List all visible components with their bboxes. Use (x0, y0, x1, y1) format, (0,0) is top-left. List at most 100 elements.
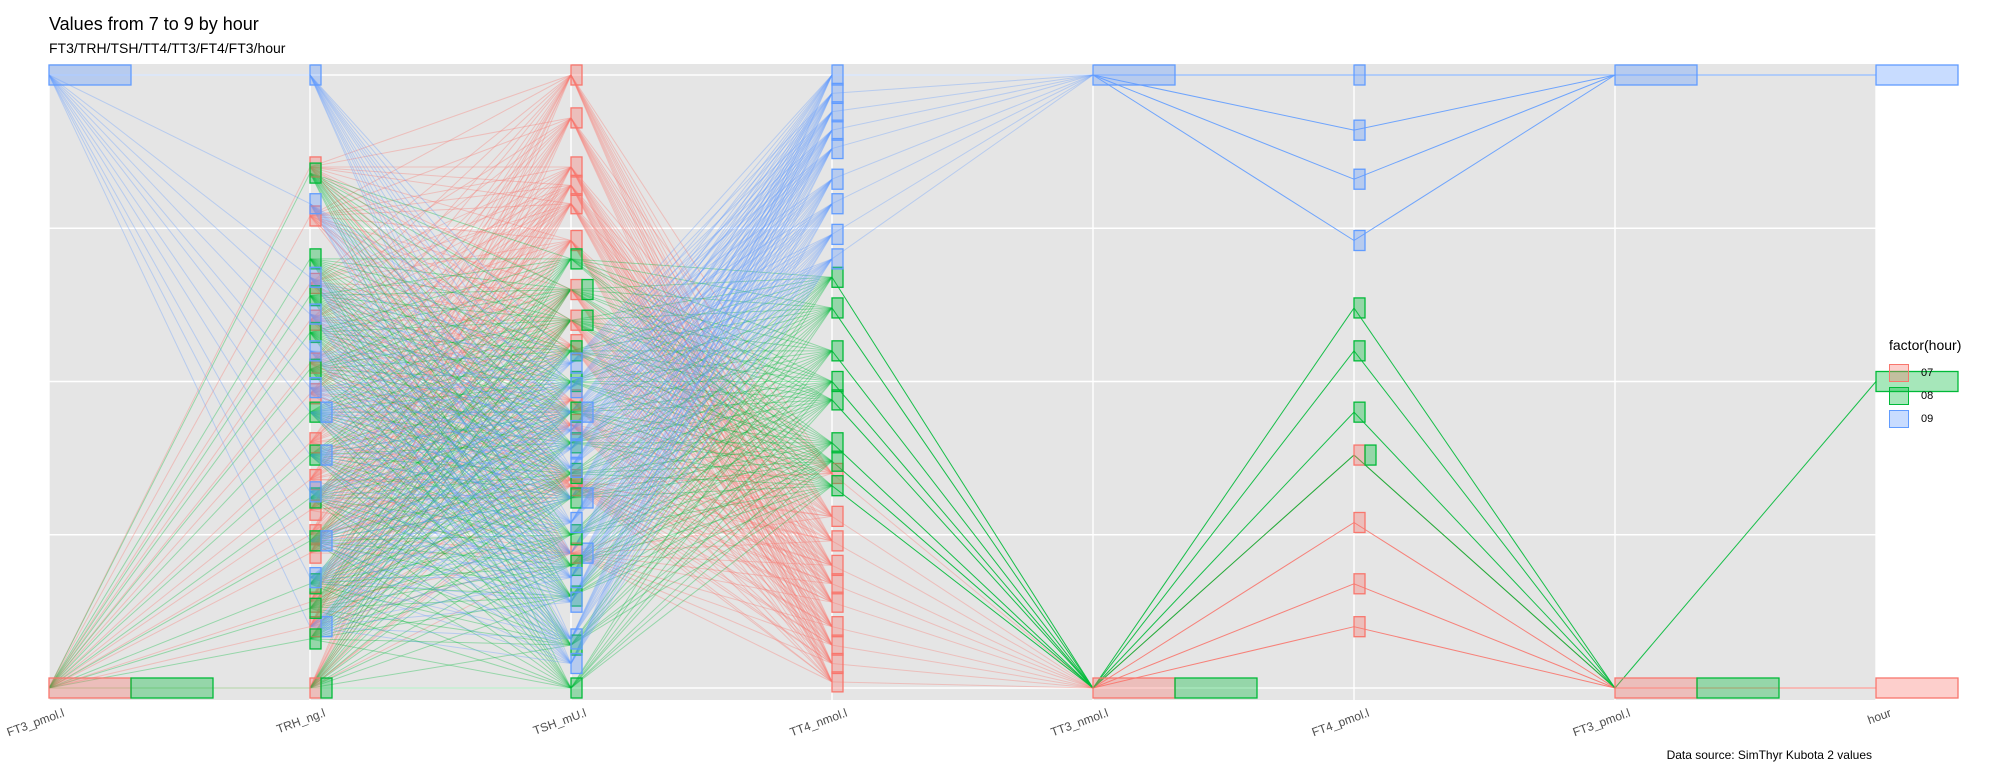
line-08-2-10-0 (570, 276, 833, 566)
line-09-1-6-1 (309, 387, 572, 413)
line-09-0-0-5 (48, 74, 311, 388)
line-07-2-0-6 (570, 74, 833, 627)
line-08-1-4-10 (309, 368, 572, 566)
line-09-1-2-6 (309, 276, 572, 499)
hist-box-3-2-07 (831, 530, 844, 552)
line-08-5-2-0 (1353, 411, 1616, 689)
hist-box-3-3-07 (831, 554, 844, 577)
line-08-2-8-4 (570, 399, 833, 499)
line-09-2-10-0 (570, 74, 833, 603)
line-07-2-12-7 (570, 485, 833, 646)
line-07-2-3-8 (570, 185, 833, 664)
line-07-3-6-0 (831, 626, 1094, 689)
line-07-1-7-2 (309, 166, 572, 480)
line-07-1-9-4 (309, 203, 572, 536)
line-07-2-10-1 (570, 423, 833, 517)
line-09-2-2-8 (570, 258, 833, 413)
hist-box-1-17-08 (309, 321, 322, 344)
line-09-2-1-7 (570, 233, 833, 389)
line-07-2-5-3 (570, 240, 833, 566)
line-09-0-0-7 (48, 74, 311, 456)
line-08-1-3-3 (309, 331, 572, 352)
line-09-1-4-2 (309, 350, 572, 413)
line-07-2-3-4 (570, 185, 833, 585)
line-07-2-13-5 (570, 552, 833, 603)
line-08-1-3-1 (309, 289, 572, 333)
line-08-2-7-7 (570, 472, 833, 487)
line-08-0-0-2 (48, 295, 311, 689)
line-09-1-9-2 (309, 411, 572, 542)
line-07-1-6-1 (309, 117, 572, 444)
line-07-1-11-12 (309, 485, 572, 603)
hist-box-1-26-09 (309, 64, 322, 86)
line-09-2-4-7 (570, 233, 833, 450)
line-08-2-1-7 (570, 289, 833, 487)
line-08-1-9-8 (309, 497, 572, 585)
line-08-2-10-3 (570, 381, 833, 566)
line-07-1-8-11 (309, 479, 572, 511)
line-09-3-8-0 (831, 74, 1094, 260)
line-09-1-4-11 (309, 350, 572, 640)
line-08-5-0-0 (1353, 307, 1616, 689)
line-09-1-0-11 (309, 74, 572, 640)
line-07-1-11-8 (309, 344, 572, 603)
line-09-1-8-11 (309, 491, 572, 640)
line-08-1-0-2 (309, 172, 572, 321)
line-09-4-0-2 (1092, 74, 1355, 180)
line-08-1-2-8 (309, 295, 572, 499)
hist-box-3-15-08 (831, 432, 844, 454)
line-08-2-8-0 (570, 276, 833, 499)
line-08-1-12-9 (309, 534, 572, 689)
hist-box-2-6-07 (570, 278, 583, 301)
line-07-1-10-0 (309, 74, 572, 554)
line-09-2-10-6 (570, 203, 833, 603)
line-07-2-7-0 (570, 319, 833, 474)
line-08-1-11-11 (309, 595, 572, 640)
line-09-1-1-2 (309, 203, 572, 413)
line-09-5-1-0 (1353, 74, 1616, 131)
line-09-1-11-5 (309, 466, 572, 628)
line-08-2-10-4 (570, 399, 833, 566)
line-07-2-4-5 (570, 203, 833, 603)
line-09-2-1-1 (570, 93, 833, 388)
line-07-2-7-6 (570, 319, 833, 628)
line-07-2-7-2 (570, 319, 833, 542)
line-09-1-4-5 (309, 350, 572, 468)
line-07-2-0-3 (570, 74, 833, 566)
line-09-2-5-2 (570, 111, 833, 468)
line-08-1-7-4 (309, 381, 572, 499)
hist-box-3-16-08 (831, 450, 844, 472)
hist-box-2-14-08 (570, 248, 583, 270)
line-09-2-1-3 (570, 129, 833, 388)
line-07-1-12-3 (309, 185, 572, 627)
line-09-1-6-11 (309, 411, 572, 640)
line-07-5-2-0 (1353, 583, 1616, 689)
line-07-0-0-11 (48, 601, 311, 689)
line-08-1-11-3 (309, 350, 572, 640)
line-07-1-2-13 (309, 283, 572, 554)
line-09-1-3-5 (309, 313, 572, 468)
line-07-1-8-3 (309, 185, 572, 511)
line-09-1-9-1 (309, 387, 572, 542)
line-09-1-11-3 (309, 430, 572, 628)
hist-box-5-4-08 (1353, 297, 1366, 319)
line-07-1-10-10 (309, 423, 572, 554)
line-08-1-7-3 (309, 350, 572, 499)
line-08-2-13-2 (570, 350, 833, 689)
line-07-0-0-2 (48, 283, 311, 689)
line-08-1-3-13 (309, 332, 572, 689)
line-07-2-10-3 (570, 423, 833, 566)
line-09-1-7-12 (309, 454, 572, 664)
line-07-1-1-4 (309, 203, 572, 217)
line-09-1-9-3 (309, 430, 572, 542)
line-07-1-13-11 (309, 479, 572, 689)
line-07-2-8-7 (570, 344, 833, 646)
line-09-2-8-0 (570, 74, 833, 554)
hist-box-3-0-07 (831, 462, 844, 485)
line-08-2-5-4 (570, 399, 833, 413)
line-09-1-3-1 (309, 313, 572, 389)
line-07-2-11-0 (570, 472, 833, 481)
line-07-2-12-9 (570, 485, 833, 683)
line-07-2-4-2 (570, 203, 833, 542)
